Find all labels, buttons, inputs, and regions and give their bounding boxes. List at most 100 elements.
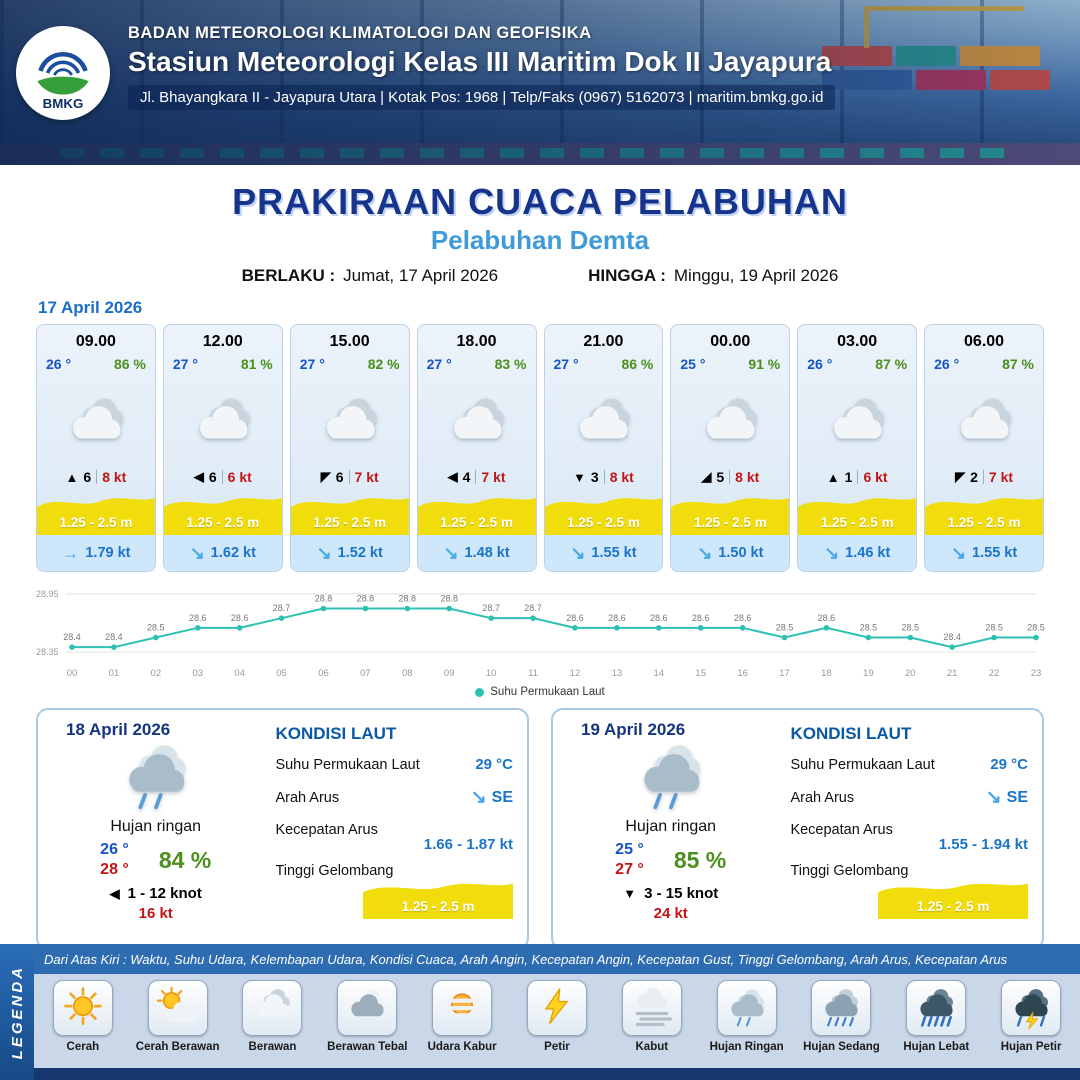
- daily-date: 19 April 2026: [581, 720, 686, 739]
- svg-text:23: 23: [1031, 668, 1042, 679]
- legend-item-label: Berawan Tebal: [327, 1041, 408, 1053]
- svg-text:14: 14: [653, 668, 664, 679]
- current-direction-value: SE: [1006, 788, 1028, 806]
- current-direction-icon: ↘: [824, 542, 840, 563]
- svg-text:21: 21: [947, 668, 958, 679]
- air-temperature: 27 °: [299, 356, 325, 372]
- svg-text:17: 17: [779, 668, 790, 679]
- current-row: ↘ 1.46 kt: [798, 535, 917, 571]
- current-speed: 1.62 kt: [210, 545, 256, 561]
- chart-series-name: Suhu Permukaan Laut: [490, 686, 605, 698]
- svg-text:01: 01: [109, 668, 120, 679]
- divider: [603, 470, 605, 484]
- wave-height-band: 1.25 - 2.5 m: [925, 491, 1043, 535]
- fog-icon: [621, 980, 682, 1036]
- svg-text:28.8: 28.8: [315, 594, 333, 604]
- forecast-time: 18.00: [456, 333, 497, 350]
- svg-text:22: 22: [989, 668, 1000, 679]
- legend-section: LEGENDA Dari Atas Kiri : Waktu, Suhu Uda…: [0, 944, 1080, 1080]
- legenda-label: LEGENDA: [8, 964, 26, 1060]
- wind-row: ▲ 6 8 kt: [37, 469, 155, 491]
- wave-height-band: 1.25 - 2.5 m: [798, 491, 917, 535]
- svg-text:28.5: 28.5: [860, 623, 878, 633]
- svg-text:28.5: 28.5: [776, 623, 794, 633]
- forecast-time: 09.00: [75, 333, 116, 350]
- cloudy-weather-icon: [798, 372, 916, 469]
- svg-text:11: 11: [528, 668, 538, 679]
- sun-cloud-icon: [147, 980, 208, 1036]
- current-row: ↘ 1.48 kt: [417, 535, 536, 571]
- cloud-icon: [242, 980, 303, 1036]
- legenda-vertical-strip: LEGENDA: [0, 944, 34, 1080]
- svg-text:18: 18: [821, 668, 832, 679]
- wave-height-badge: 1.25 - 2.5 m: [878, 877, 1028, 919]
- hingga-label: HINGGA :: [588, 266, 666, 285]
- current-direction-icon: ↘: [316, 542, 332, 563]
- svg-text:09: 09: [444, 668, 455, 679]
- divider: [221, 470, 223, 484]
- current-direction-label: Arah Arus: [275, 789, 340, 806]
- max-temperature: 27 °: [615, 861, 644, 878]
- wave-height-band: 1.25 - 2.5 m: [544, 491, 663, 535]
- wind-speed: 6: [335, 469, 344, 485]
- legend-item-label: Hujan Petir: [1000, 1041, 1062, 1053]
- svg-text:28.6: 28.6: [692, 613, 710, 623]
- max-temperature: 28 °: [100, 861, 129, 878]
- svg-text:16: 16: [737, 668, 748, 679]
- current-direction-icon: ↘: [570, 542, 586, 563]
- svg-text:28.6: 28.6: [231, 613, 249, 623]
- current-direction-icon: ↘: [189, 542, 205, 563]
- svg-text:28.5: 28.5: [147, 623, 165, 633]
- legend-item-label: Cerah Berawan: [135, 1041, 220, 1053]
- legend-item-label: Hujan Sedang: [803, 1041, 880, 1053]
- svg-text:28.4: 28.4: [943, 632, 961, 642]
- cloudy-weather-icon: [164, 372, 282, 469]
- current-row: ↘ 1.62 kt: [163, 535, 282, 571]
- wind-direction-icon: ◀: [193, 469, 204, 484]
- wind-speed: 6: [83, 469, 92, 485]
- wave-height-value: 1.25 - 2.5 m: [186, 515, 260, 530]
- forecast-time: 12.00: [202, 333, 243, 350]
- station-address: Jl. Bhayangkara II - Jayapura Utara | Ko…: [128, 85, 836, 110]
- current-speed: 1.79 kt: [85, 545, 131, 561]
- svg-text:02: 02: [151, 668, 162, 679]
- cloudy-weather-icon: [291, 372, 409, 469]
- berlaku-value: Jumat, 17 April 2026: [343, 266, 499, 285]
- legend-item: Hujan Ringan: [701, 980, 793, 1053]
- legend-dot-icon: [475, 687, 485, 697]
- wave-shape: [417, 498, 536, 535]
- svg-text:10: 10: [486, 668, 497, 679]
- svg-text:28.4: 28.4: [63, 632, 81, 642]
- wave-shape: [544, 498, 663, 535]
- wave-shape: [290, 498, 409, 535]
- wind-speed: 4: [462, 469, 471, 485]
- forecast-date: 17 April 2026: [38, 298, 143, 317]
- svg-text:28.7: 28.7: [482, 603, 500, 613]
- svg-text:28.6: 28.6: [818, 613, 836, 623]
- chart-legend: Suhu Permukaan Laut: [34, 686, 1046, 698]
- wave-height-value: 1.25 - 2.5 m: [567, 515, 640, 530]
- svg-text:28.8: 28.8: [357, 594, 375, 604]
- wave-height-value: 1.25 - 2.5 m: [947, 515, 1021, 530]
- legend-item-label: Cerah: [66, 1041, 100, 1053]
- legend-note: Dari Atas Kiri : Waktu, Suhu Udara, Kele…: [34, 944, 1080, 974]
- hourly-forecast-row: 09.00 26 ° 86 % ▲ 6 8 kt 1.25 - 2.5 m → …: [36, 324, 1044, 572]
- humidity-value: 91 %: [748, 356, 781, 372]
- wind-direction-icon: ▲: [65, 469, 79, 485]
- wave-height-value: 1.25 - 2.5 m: [820, 515, 894, 530]
- daily-date: 18 April 2026: [66, 720, 171, 739]
- divider: [96, 470, 98, 484]
- wind-row: ▼ 3 8 kt: [545, 469, 663, 491]
- divider: [475, 470, 477, 484]
- sea-condition-heading: KONDISI LAUT: [790, 724, 912, 743]
- humidity-value: 82 %: [367, 356, 400, 372]
- hourly-forecast-card: 09.00 26 ° 86 % ▲ 6 8 kt 1.25 - 2.5 m → …: [36, 324, 156, 572]
- heavy-rain-icon: [906, 980, 967, 1036]
- current-speed: 1.52 kt: [337, 545, 383, 561]
- divider: [348, 470, 350, 484]
- legend-item: Udara Kabur: [416, 980, 508, 1053]
- wind-row: ◤ 6 7 kt: [291, 469, 409, 491]
- current-row: ↘ 1.55 kt: [925, 535, 1043, 571]
- clouds-icon: [337, 980, 398, 1036]
- svg-text:28.6: 28.6: [734, 613, 752, 623]
